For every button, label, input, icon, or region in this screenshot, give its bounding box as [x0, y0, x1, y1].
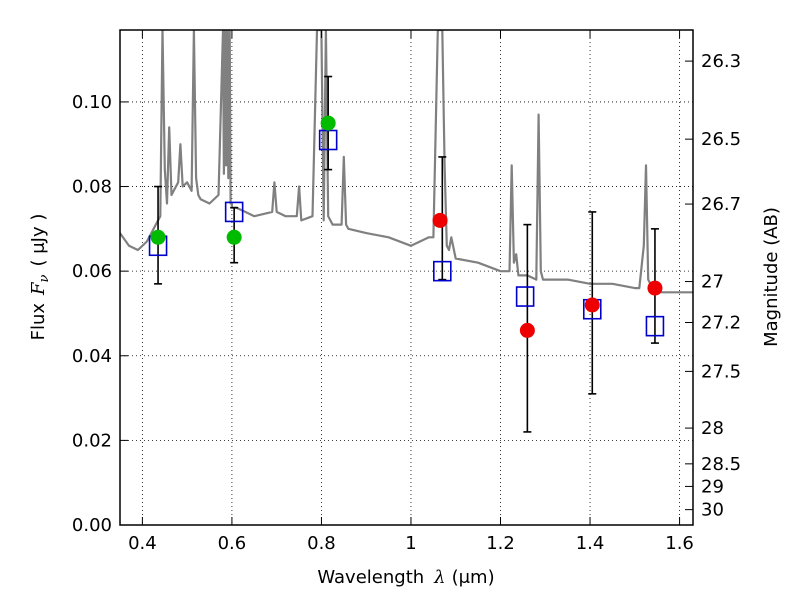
y2-tick-label: 28.5 — [701, 454, 741, 475]
y2-axis-ticks: 26.3 26.5 26.7 27 27.2 27.5 28 28.529 30 — [685, 51, 741, 521]
y2-tick-label: 29 — [701, 476, 724, 497]
y-tick-label: 0.06 — [72, 261, 112, 282]
x-tick-label: 1.4 — [576, 533, 605, 554]
y2-tick-label: 30 — [701, 500, 724, 521]
y2-tick-label: 27.5 — [701, 361, 741, 382]
x-axis-ticks: 0.4 0.6 0.8 1 1.2 1.4 1.6 — [128, 30, 694, 554]
y-axis-label-prefix: Flux — [28, 303, 49, 341]
y2-axis-label: Magnitude (AB) — [761, 207, 782, 347]
x-axis-label-unit: (μm) — [452, 567, 495, 588]
y2-tick-label: 27 — [701, 272, 724, 293]
model-flux-box — [224, 201, 244, 223]
photometry-point-red — [647, 280, 663, 296]
plot-frame — [119, 29, 694, 526]
model-spectrum — [120, 30, 693, 294]
grid-lines — [120, 30, 693, 526]
y-axis-ticks: 0.00 0.02 0.04 0.06 0.08 0.10 — [72, 92, 128, 536]
x-tick-label: 1 — [405, 533, 416, 554]
model-flux-box — [515, 286, 535, 307]
model-spectrum-line — [120, 30, 693, 294]
y-axis-label: Flux Fν ( μJy ) — [28, 214, 52, 341]
x-tick-label: 0.8 — [307, 533, 336, 554]
y2-tick-label: 26.3 — [701, 51, 741, 72]
model-flux-box — [433, 260, 452, 282]
y-tick-label: 0.08 — [72, 177, 112, 198]
y2-tick-label: 26.5 — [701, 129, 741, 150]
photometry-point-red — [432, 212, 448, 228]
y2-tick-label: 26.7 — [701, 194, 741, 215]
photometry-point-green — [150, 229, 166, 245]
y2-tick-label: 28 — [701, 418, 724, 439]
x-tick-label: 1.2 — [486, 533, 515, 554]
photometry-point-green — [320, 115, 336, 131]
x-tick-label: 0.4 — [128, 533, 157, 554]
photometry-point-red — [584, 297, 600, 313]
y-tick-label: 0.10 — [72, 92, 112, 113]
x-axis-label-prefix: Wavelength — [317, 567, 424, 588]
y-axis-label-subscript: ν — [37, 274, 52, 282]
y-tick-label: 0.04 — [72, 346, 112, 367]
x-tick-label: 0.6 — [218, 533, 247, 554]
model-flux-box — [645, 315, 665, 337]
y-tick-label: 0.00 — [72, 515, 112, 536]
x-axis-label: Wavelength λ (μm) — [317, 567, 494, 588]
x-tick-label: 1.6 — [665, 533, 694, 554]
photometry-point-red — [519, 322, 535, 338]
y-axis-label-unit: ( μJy ) — [28, 214, 49, 267]
x-axis-label-symbol: λ — [433, 567, 445, 588]
photometry-points — [150, 115, 663, 338]
photometry-point-green — [226, 229, 242, 245]
y2-tick-label: 27.2 — [701, 313, 741, 334]
y-tick-label: 0.02 — [72, 430, 112, 451]
model-flux-boxes — [148, 129, 665, 337]
y-axis-label-symbol: F — [28, 281, 49, 296]
